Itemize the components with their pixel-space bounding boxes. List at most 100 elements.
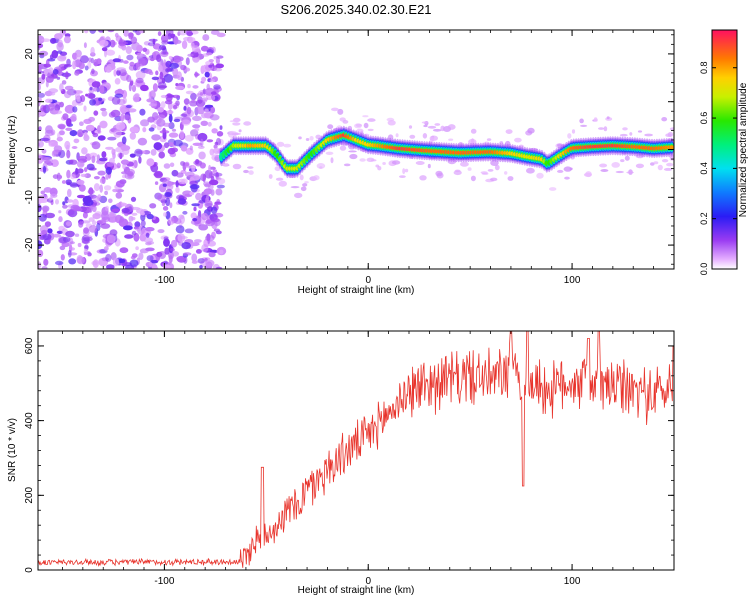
spectrogram-noise-blob (72, 106, 78, 113)
spectrogram-noise-blob (138, 252, 144, 260)
spectrogram-noise-blob (171, 128, 177, 132)
spectrogram-noise-blob (408, 125, 413, 129)
spectrogram-noise-blob (78, 62, 85, 70)
colorbar-tick-label: 0.2 (699, 212, 709, 225)
spectrogram-noise-blob (170, 239, 178, 248)
spectrogram-noise-blob (232, 163, 242, 170)
spectrogram-noise-blob (88, 57, 92, 63)
colorbar-tick-label: 0.8 (699, 61, 709, 74)
spectrogram-noise-blob (460, 161, 469, 167)
spectrogram-noise-blob (215, 230, 222, 235)
spectrogram-noise-blob (105, 166, 113, 175)
spectrogram-noise-blob (154, 181, 159, 186)
spectrogram-noise-blob (43, 258, 48, 266)
snr-y-label: SNR (10 * v/v) (7, 418, 18, 482)
spectrogram-noise-blob (104, 190, 108, 196)
spectrogram-noise-blob (99, 177, 106, 184)
spectrogram-noise-blob (65, 118, 72, 126)
spectrogram-noise-blob (622, 127, 628, 131)
spectrogram-noise-blob (629, 132, 633, 136)
spectrogram-noise-blob (57, 55, 67, 62)
spectrogram-noise-blob (191, 203, 200, 207)
spectrogram-noise-blob (40, 194, 49, 200)
spectrogram-noise-blob (91, 141, 101, 150)
spectrogram-noise-blob (468, 138, 477, 145)
spectrogram-noise-blob (87, 252, 92, 257)
spectrogram-noise-blob (192, 115, 202, 122)
colorbar-tick-label: 0.0 (699, 263, 709, 276)
spectrogram-noise-blob (98, 30, 105, 33)
spectrogram-noise-blob (200, 120, 209, 127)
spectrogram-noise-blob (123, 225, 133, 231)
spectrogram-noise-blob (157, 31, 162, 37)
spectrogram-noise-blob (68, 249, 72, 258)
spectrogram-noise-blob (514, 137, 522, 143)
spectrogram-noise-blob (89, 30, 97, 34)
spectrogram-noise-blob (427, 125, 437, 129)
spectrogram-noise-blob (81, 220, 91, 224)
spectrogram-noise-blob (190, 92, 197, 101)
spectrogram-noise-blob (487, 169, 494, 172)
spectrogram-noise-blob (76, 179, 85, 185)
spectrogram-noise-blob (140, 84, 149, 92)
spectrogram-noise-blob (189, 184, 200, 190)
spectrogram-noise-blob (431, 136, 435, 142)
spectrogram-noise-blob (180, 113, 188, 118)
spectrogram-noise-blob (585, 171, 592, 178)
spectrogram-noise-blob (105, 65, 112, 73)
spectrogram-noise-blob (276, 141, 285, 147)
spectrogram-noise-blob (480, 171, 488, 174)
spectrogram-noise-blob (192, 124, 201, 129)
spectrogram-noise-blob (126, 54, 134, 61)
spectrogram-noise-blob (114, 32, 119, 38)
spectrogram-noise-blob (106, 234, 116, 244)
spectrogram-noise-blob (387, 120, 396, 126)
snr-y-tick-label: 0 (24, 567, 35, 573)
spectrogram-noise-blob (124, 172, 135, 180)
spectrogram-noise-blob (175, 180, 179, 188)
spectrogram-noise-blob (130, 196, 137, 202)
spectrogram-noise-blob (112, 188, 118, 193)
spectrogram-noise-blob (87, 92, 94, 99)
spectrogram-noise-blob (663, 167, 673, 171)
spectrogram-noise-blob (339, 145, 347, 151)
spectrogram-noise-blob (327, 124, 334, 130)
spectrogram-noise-blob (169, 202, 173, 209)
spectrogram-noise-blob (202, 34, 210, 41)
spectrogram-noise-blob (64, 104, 75, 114)
spectrogram-y-tick-label: -10 (24, 190, 35, 205)
spectrogram-noise-blob (432, 128, 442, 132)
spectrogram-noise-blob (162, 122, 172, 127)
spectrogram-noise-blob (160, 50, 169, 58)
spectrogram-noise-blob (62, 201, 66, 206)
spectrogram-noise-blob (74, 233, 80, 237)
spectrogram-noise-blob (217, 178, 226, 185)
spectrogram-noise-blob (97, 170, 106, 176)
spectrogram-noise-blob (65, 127, 73, 131)
colorbar-label: Normalized spectral amplitude (738, 82, 749, 217)
spectrogram-noise-blob (114, 78, 121, 85)
spectrogram-noise-blob (114, 93, 124, 98)
snr-x-tick-label: 0 (365, 576, 371, 587)
snr-axes: -100 0 100 0 200 400 600 (24, 330, 675, 587)
spectrogram-noise-blob (38, 249, 44, 258)
spectrogram-noise-blob (395, 133, 399, 138)
spectrogram-noise-blob (65, 179, 72, 186)
spectrogram-noise-blob (190, 129, 199, 137)
spectrogram-noise-blob (150, 259, 159, 264)
spectrogram-noise-blob (507, 176, 514, 181)
spectrogram-noise-blob (83, 236, 93, 242)
spectrogram-noise-blob (168, 132, 179, 138)
spectrogram-noise-blob (71, 146, 78, 149)
spectrogram-noise-blob (38, 126, 42, 131)
spectrogram-noise-blob (247, 166, 254, 169)
snr-y-tick-label: 400 (24, 412, 35, 429)
spectrogram-noise-blob (187, 83, 191, 89)
spectrogram-noise-blob (168, 114, 173, 123)
spectrogram-noise-blob (135, 246, 139, 251)
spectrogram-noise-blob (210, 206, 218, 214)
spectrogram-noise-blob (563, 166, 572, 172)
spectrogram-noise-blob (111, 208, 120, 213)
spectrogram-noise-blob (527, 127, 535, 134)
spectrogram-noise-blob (48, 103, 55, 111)
